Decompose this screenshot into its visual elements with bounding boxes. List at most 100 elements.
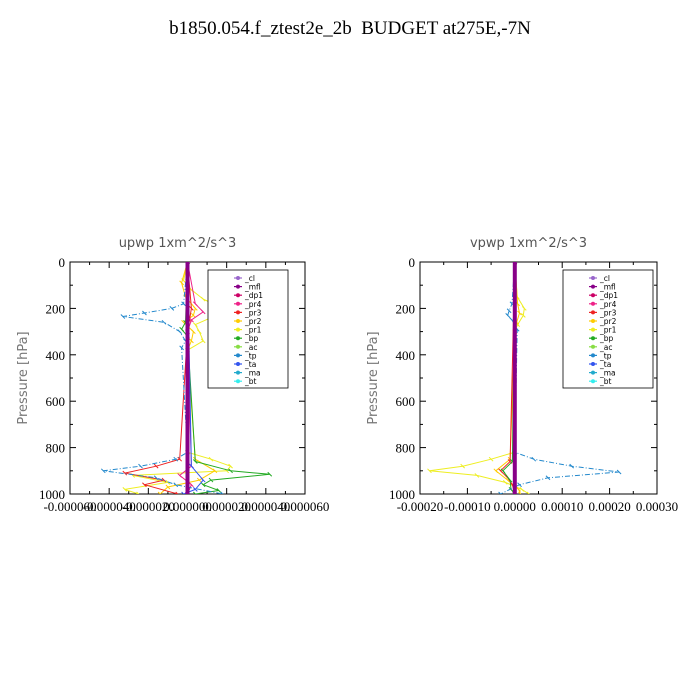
series-point_pr2 [516, 487, 521, 492]
series-point_tp [177, 329, 183, 334]
y-tick-label: 200 [396, 301, 416, 316]
series-point_tp [531, 456, 537, 462]
series-point_pr4 [189, 482, 194, 488]
legend-marker [591, 379, 595, 384]
series-point_pr1 [502, 480, 508, 485]
series-point_tp [142, 310, 147, 316]
legend-marker [591, 284, 595, 289]
panel-upwp: upwp 1xm^2/s^3 Pressure [hPa] 0 200 400 600 80… [16, 236, 329, 514]
series-point_pr2 [505, 477, 511, 483]
legend-label: _cl [599, 274, 610, 283]
y-tick-label: 200 [46, 301, 66, 316]
y-tick-label: 0 [409, 255, 416, 270]
series-point_tp [505, 313, 511, 318]
series-point_tp [173, 482, 179, 488]
series-point_pr2 [165, 484, 171, 490]
series-point_bp [500, 468, 506, 474]
series-point_pr1 [488, 456, 494, 462]
legend-marker [236, 370, 240, 375]
series-point_pr1 [136, 491, 140, 494]
series-point_pr4 [200, 309, 206, 315]
legend-label: _pr4 [244, 300, 262, 309]
series-point_pr1 [520, 313, 526, 318]
legend-label: _pr1 [599, 326, 617, 335]
x-tick-label: 0.000060 [281, 499, 330, 514]
series-point_pr4 [177, 473, 183, 478]
series-point_pr1 [521, 306, 527, 311]
y-tick-label: 800 [46, 441, 66, 456]
legend-marker [591, 310, 595, 315]
series-point_pr3 [175, 491, 179, 494]
series-point_pr2 [212, 468, 218, 474]
series-point_pr3 [153, 463, 159, 469]
legend-marker [236, 310, 240, 315]
legend-label: _pr4 [599, 300, 617, 309]
series-point_pr1 [200, 338, 206, 344]
legend-marker [591, 344, 595, 349]
legend-marker [591, 336, 595, 341]
legend-label: _bp [244, 334, 259, 343]
legend-box [562, 269, 654, 389]
legend-marker [236, 276, 240, 280]
legend-marker [236, 336, 240, 341]
series-point_pr3 [498, 468, 503, 474]
series-point_ta [200, 477, 206, 483]
legend-label: _tp [599, 351, 612, 360]
series-point_tp [569, 463, 575, 469]
series-group [100, 262, 273, 494]
legend-label: _ma [244, 369, 261, 378]
legend-marker [236, 362, 240, 366]
series-point_pr1 [196, 329, 202, 334]
legend-label: _ta [599, 360, 611, 369]
series-point_pr2 [192, 306, 198, 311]
y-tick-label: 0 [59, 255, 66, 270]
series-point_pr2 [191, 313, 196, 318]
series-point_ta [192, 487, 198, 492]
series-point_pr4 [189, 317, 194, 323]
x-tick-label: -0.000040 [83, 499, 136, 514]
series-group [427, 262, 622, 494]
legend-marker [236, 379, 240, 384]
x-tick-label: -0.00020 [397, 499, 444, 514]
series-point_bp [200, 482, 206, 488]
legend-label: _cl [244, 274, 255, 283]
series-point_tp [153, 475, 159, 481]
series-point_tp [498, 491, 502, 494]
x-tick-label: 0.00020 [588, 499, 630, 514]
legend-marker [236, 293, 240, 298]
series-point_tp [161, 319, 167, 325]
series-point_ta [181, 491, 185, 494]
series-point_pr1 [460, 463, 466, 469]
legend-label: _tp [244, 351, 257, 360]
x-tick-label: 0.00000 [494, 499, 536, 514]
y-tick-label: 400 [396, 348, 416, 363]
series-point_pr2 [493, 468, 499, 474]
series-point_tp [169, 306, 175, 311]
series-point_bp [267, 471, 273, 477]
series-point_bp [179, 326, 184, 332]
legend-marker [591, 319, 595, 323]
series-point_ta [189, 463, 194, 469]
legend-marker [591, 327, 595, 332]
x-tick-label: -0.000060 [43, 499, 96, 514]
legend-marker [591, 276, 595, 280]
series-point_pr3 [177, 456, 183, 462]
series-point_bp [192, 491, 197, 494]
legend-label: _ac [599, 343, 612, 352]
legend-label: _dp1 [599, 291, 618, 300]
series-point_tp [517, 482, 522, 488]
y-tick-label: 1000 [39, 487, 65, 502]
panel-title: upwp 1xm^2/s^3 [119, 236, 237, 251]
series-point_tp [138, 463, 143, 469]
legend-label: _ma [599, 369, 616, 378]
series-point_pr1 [192, 322, 198, 327]
series-point_pr2 [191, 329, 196, 334]
series-point_pr1 [122, 487, 128, 492]
x-tick-label: -0.000020 [122, 499, 175, 514]
y-axis-label: Pressure [hPa] [366, 331, 381, 424]
series-point_tp [545, 475, 551, 481]
series-line_tp [103, 262, 223, 494]
series-point_pr1 [519, 487, 525, 492]
legend-label: _ac [244, 343, 257, 352]
